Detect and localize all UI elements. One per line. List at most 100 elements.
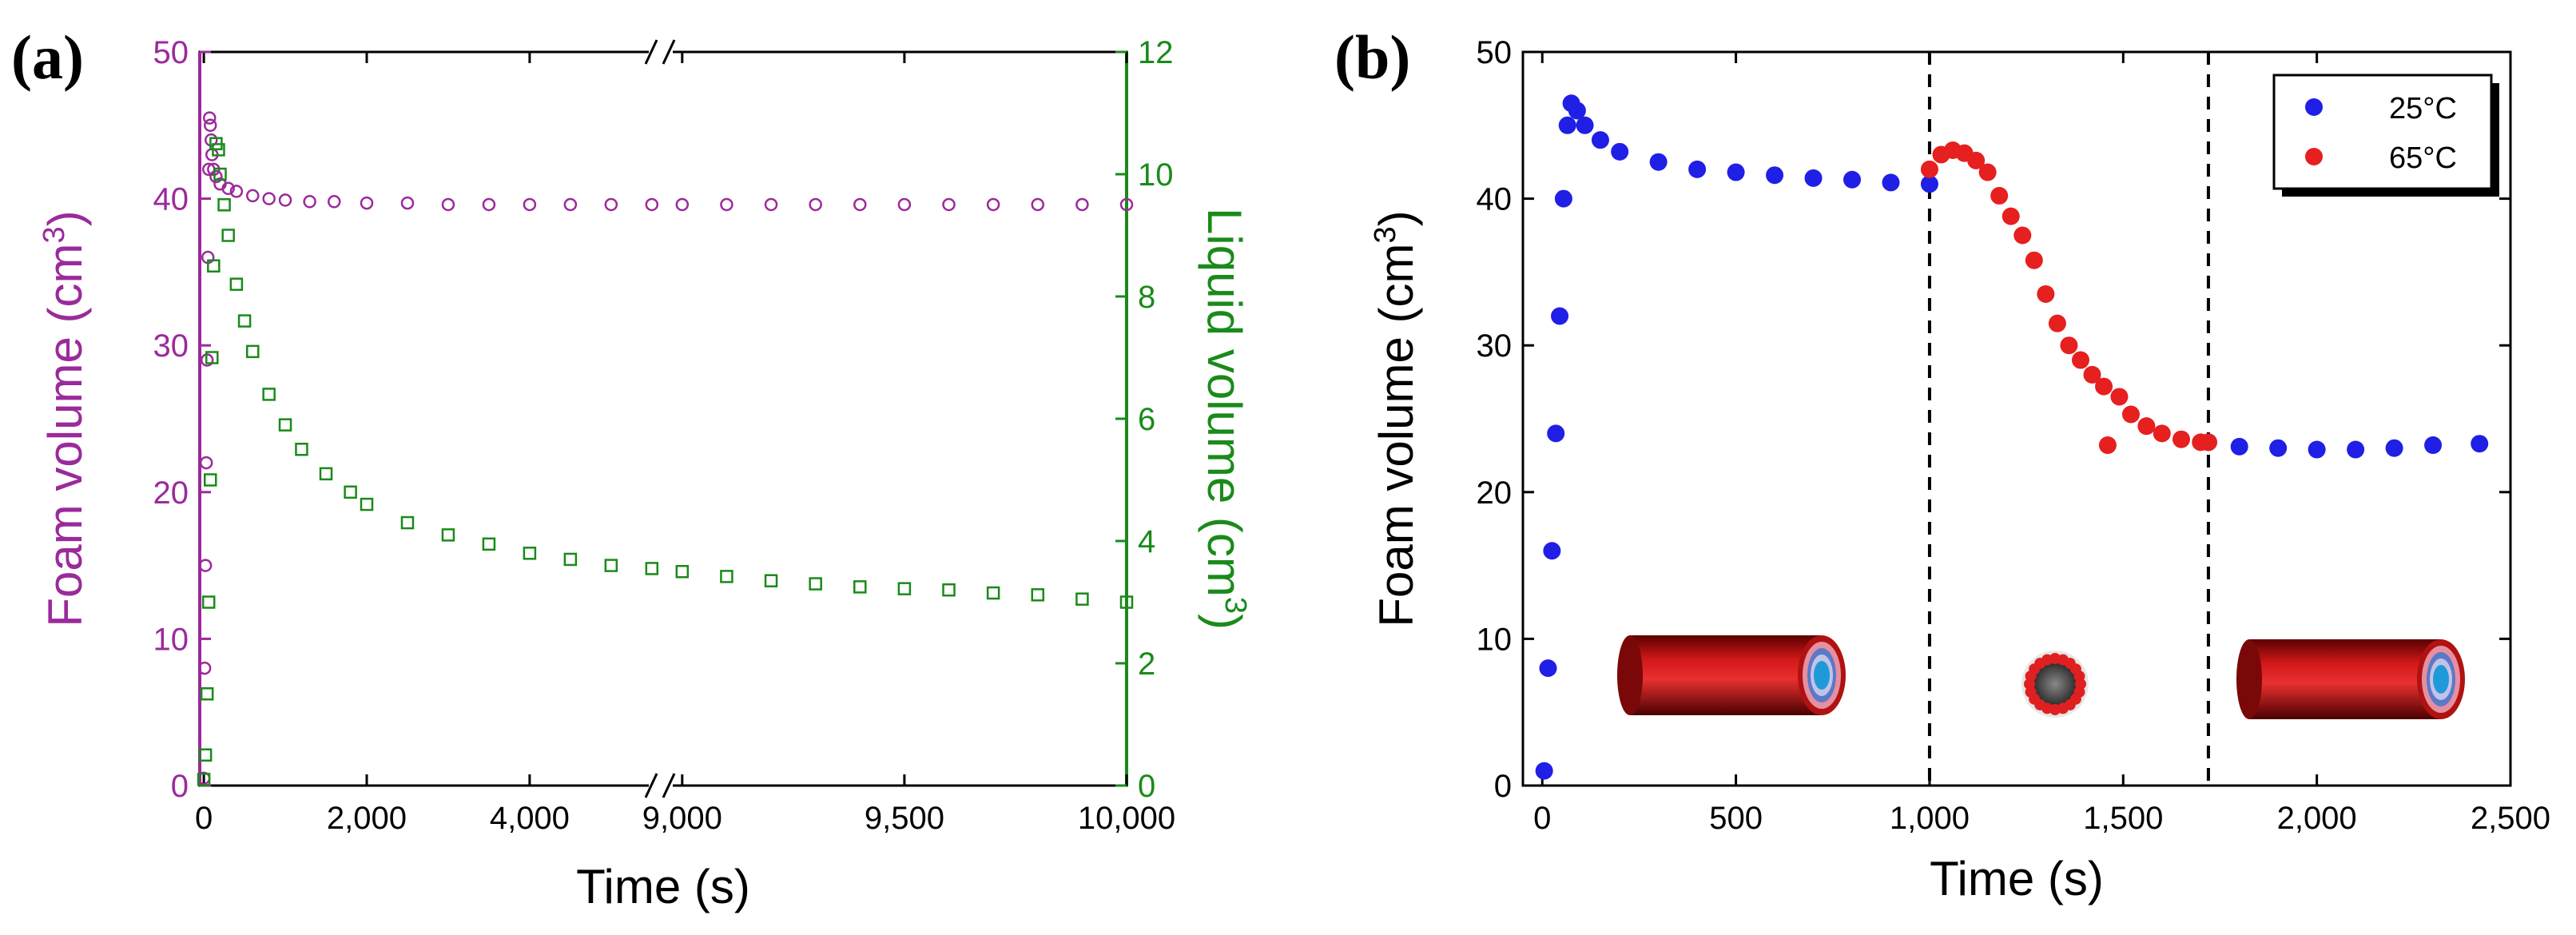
panel-a-x-tick-label: 10,000 [1078, 801, 1175, 836]
liquid-volume-point [295, 443, 308, 456]
panel-b-plot-frame [1521, 50, 2512, 787]
foam-volume-point [221, 181, 235, 195]
liquid-volume-point [237, 314, 252, 328]
liquid-volume-point [319, 467, 333, 481]
panel-b-y-tick-label: 20 [1477, 475, 1513, 511]
series-25c-point [2385, 439, 2403, 457]
panel-b-y-tick-label: 30 [1477, 328, 1513, 364]
foam-volume-point [400, 196, 415, 210]
series-25c-point [1543, 542, 1561, 560]
foam-volume-point [199, 456, 213, 470]
panel-a-x-tick-label: 0 [195, 801, 213, 836]
liquid-volume-point [645, 562, 659, 575]
series-25c-point [1576, 116, 1594, 134]
series-65c-point [1920, 160, 1938, 178]
series-65c-point [2002, 207, 2020, 225]
panel-a-left-y-tick-label: 0 [171, 769, 189, 804]
foam-volume-point [327, 195, 341, 209]
foam-volume-point [942, 197, 956, 212]
liquid-volume-point [764, 574, 778, 587]
foam-volume-point [229, 185, 244, 198]
panel-a-plot-frame [198, 50, 1128, 787]
series-65c-point [1990, 186, 2009, 205]
panel-a-right-y-tick-label: 10 [1138, 157, 1174, 193]
foam-volume-point [360, 196, 374, 210]
cylindrical-micelle-left-illustration [1617, 635, 1846, 715]
liquid-volume-point [986, 586, 1000, 600]
panel-b-y-tick-label: 40 [1477, 182, 1513, 217]
foam-volume-point [262, 192, 276, 205]
series-25c-point [1804, 169, 1823, 187]
liquid-volume-point [400, 515, 415, 530]
panel-a-left-y-tick-label: 40 [153, 182, 189, 217]
foam-volume-point [198, 559, 213, 572]
series-25c-point [1539, 659, 1557, 678]
panel-b-y-axis-title: Foam volume (cm3) [1369, 210, 1423, 627]
series-25c-point [1547, 424, 1565, 443]
series-65c-point [2037, 284, 2055, 303]
panel-a-data-marks [197, 111, 1134, 786]
foam-volume-point [482, 197, 496, 212]
liquid-volume-point [853, 580, 867, 594]
liquid-volume-point [1075, 592, 1089, 606]
panel-b-x-tick-label: 1,500 [2083, 801, 2163, 836]
panel-b-x-tick-label: 2,000 [2277, 801, 2357, 836]
series-65c-point [2071, 351, 2089, 369]
series-25c-point [1554, 189, 1572, 208]
liquid-volume-point [720, 570, 733, 583]
series-25c-point [1591, 131, 1609, 149]
legend-label-65c: 65°C [2389, 141, 2457, 175]
panel-a-left-y-tick-label: 20 [153, 475, 189, 511]
panel-a-x-tick-label: 4,000 [490, 801, 570, 836]
legend-label-25c: 25°C [2389, 92, 2457, 125]
liquid-volume-point [604, 559, 618, 572]
panel-b: (b) 0 500 1,000 1,500 2,000 2,500 0 10 20 30 40 50 [1334, 22, 2550, 905]
series-65c-point [2173, 430, 2190, 448]
panel-b-x-tick-label: 2,500 [2471, 801, 2550, 836]
liquid-volume-point [217, 198, 231, 212]
liquid-volume-point [809, 577, 822, 591]
series-65c-point [1967, 151, 1986, 169]
liquid-volume-point [1031, 588, 1045, 602]
foam-volume-point [197, 661, 212, 675]
panel-a-right-y-tick-label: 8 [1138, 280, 1155, 315]
series-25c-point [1920, 175, 1938, 193]
foam-volume-point [202, 111, 217, 125]
panel-a: (a) 0 2,000 4,000 9,000 9,500 10,000010203040… [11, 22, 1252, 913]
panel-b-x-tick-label: 0 [1533, 801, 1551, 836]
series-65c-point [2095, 377, 2113, 396]
foam-volume-point [897, 197, 912, 212]
panel-b-x-axis-title: Time (s) [1930, 852, 2104, 905]
foam-volume-point [563, 197, 578, 212]
spherical-micelle-illustration [2021, 651, 2089, 718]
liquid-volume-point [482, 537, 496, 551]
panel-b-y-tick-label: 0 [1494, 769, 1512, 804]
liquid-volume-point [221, 229, 235, 242]
series-25c-point [2230, 437, 2248, 456]
panel-a-right-y-tick-label: 2 [1138, 647, 1155, 682]
panel-b-label: (b) [1334, 22, 1410, 92]
panel-a-label: (a) [11, 22, 84, 92]
series-65c-point [2153, 424, 2171, 443]
liquid-volume-point [200, 687, 214, 701]
panel-b-y-tick-label: 10 [1477, 622, 1513, 657]
series-65c-point [2110, 388, 2129, 406]
foam-volume-point [809, 197, 822, 212]
foam-volume-point [1031, 197, 1045, 212]
liquid-volume-point [197, 773, 211, 786]
liquid-volume-point [262, 388, 276, 401]
series-25c-point [1568, 101, 1586, 120]
panel-a-left-y-tick-label: 10 [153, 622, 189, 657]
series-65c-point [2083, 365, 2101, 384]
liquid-volume-point [212, 143, 225, 157]
series-25c-point [1551, 307, 1569, 325]
series-25c-point [1649, 153, 1668, 171]
panel-b-x-tick-label: 500 [1709, 801, 1763, 836]
series-65c-point [2098, 436, 2117, 455]
liquid-volume-point [278, 418, 292, 432]
panel-a-x-tick-label: 2,000 [327, 801, 407, 836]
panel-a-x-tick-label: 9,000 [642, 801, 722, 836]
series-65c-point [2121, 405, 2140, 424]
panel-b-y-tick-label: 50 [1477, 35, 1513, 70]
